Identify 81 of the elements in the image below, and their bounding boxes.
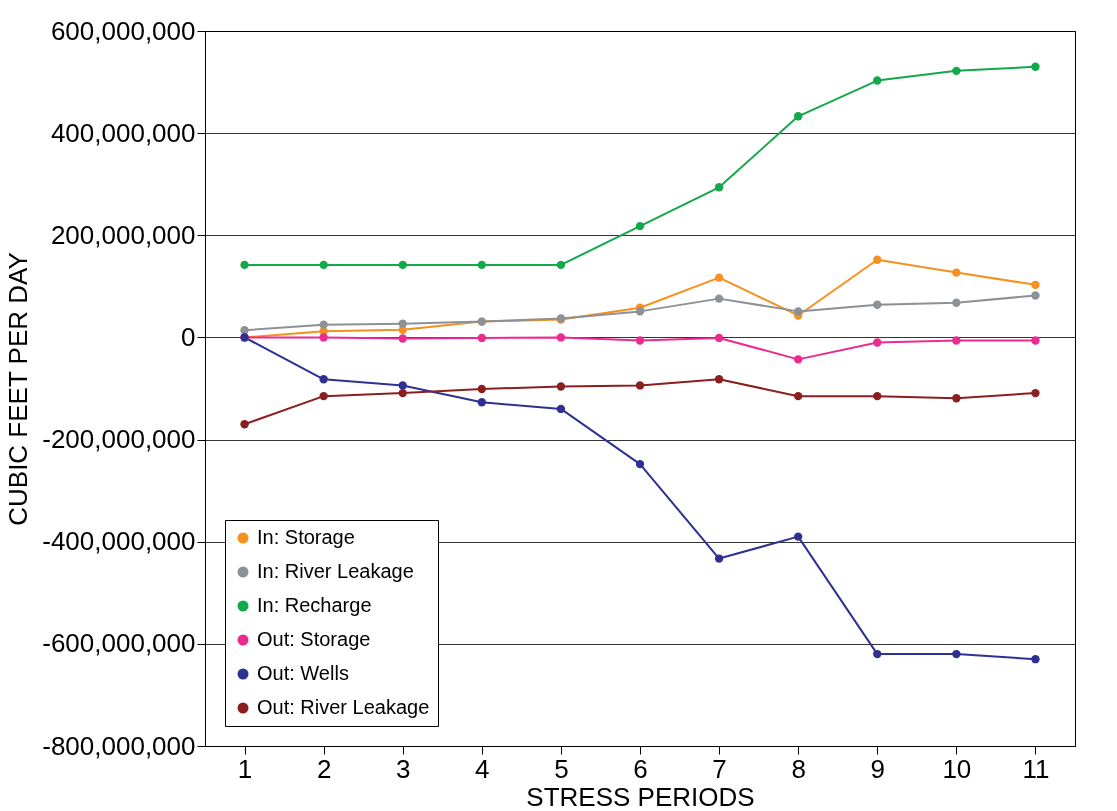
y-tick-label: 400,000,000 (50, 117, 196, 148)
legend-label: In: River Leakage (257, 560, 414, 582)
point (398, 334, 407, 343)
point (1031, 388, 1040, 398)
point (714, 183, 724, 192)
point (398, 260, 407, 270)
x-tick-label: 9 (870, 753, 886, 784)
point (952, 336, 961, 345)
point (240, 260, 249, 270)
point (794, 391, 803, 401)
point (556, 260, 566, 270)
point (952, 394, 961, 403)
point (714, 554, 724, 563)
point (952, 298, 961, 307)
point (319, 333, 328, 342)
point (873, 391, 882, 401)
legend-label: Out: River Leakage (257, 696, 430, 718)
legend-label: In: Storage (257, 526, 355, 548)
y-tick-label: 600,000,000 (50, 15, 196, 46)
y-tick-label: -800,000,000 (42, 730, 196, 761)
x-tick-label: 7 (712, 753, 727, 784)
x-tick-label: 5 (554, 753, 569, 784)
x-tick-label: 2 (316, 753, 332, 784)
point (1031, 655, 1040, 664)
point (240, 420, 249, 429)
point (873, 300, 882, 309)
point (477, 260, 486, 270)
point (398, 381, 407, 390)
point (319, 260, 328, 270)
point (477, 333, 486, 343)
point (635, 459, 645, 469)
point (1031, 62, 1040, 71)
point (635, 381, 645, 390)
point (794, 307, 803, 316)
point (952, 649, 961, 659)
point (635, 307, 645, 316)
x-tick-label: 11 (1022, 753, 1050, 784)
y-tick-label: -200,000,000 (42, 424, 196, 455)
point (873, 255, 882, 264)
legend-label: Out: Storage (257, 628, 371, 650)
point (1031, 280, 1040, 289)
legend-label: Out: Wells (257, 662, 349, 684)
x-axis-title: STRESS PERIODS (526, 781, 755, 811)
y-tick-label: -400,000,000 (42, 526, 196, 557)
point (952, 268, 961, 277)
point (794, 112, 803, 121)
point (635, 336, 645, 345)
point (398, 388, 407, 398)
point (556, 404, 566, 414)
point (398, 319, 407, 328)
point (477, 384, 486, 394)
point (319, 375, 328, 384)
point (873, 338, 882, 347)
point (556, 382, 566, 391)
x-tick-label: 6 (633, 753, 648, 784)
y-tick-label: -600,000,000 (42, 628, 196, 659)
y-tick-label: 0 (181, 321, 196, 352)
point (714, 273, 724, 282)
x-tick-label: 4 (475, 753, 490, 784)
point (714, 294, 724, 303)
point (794, 532, 803, 541)
point (1031, 336, 1040, 345)
y-tick-label: 200,000,000 (50, 219, 196, 250)
x-tick-label: 8 (791, 753, 806, 784)
y-axis-title: CUBIC FEET PER DAY (3, 252, 34, 526)
x-tick-label: 10 (942, 753, 972, 784)
point (952, 66, 961, 76)
point (635, 221, 645, 231)
point (319, 320, 328, 329)
point (477, 398, 486, 407)
point (714, 333, 724, 343)
x-tick-label: 1 (237, 753, 253, 784)
legend-label: In: Recharge (257, 594, 372, 616)
point (873, 649, 882, 659)
point (714, 375, 724, 384)
point (319, 391, 328, 401)
x-tick-label: 3 (395, 753, 411, 784)
point (556, 333, 566, 342)
point (794, 355, 803, 364)
point (873, 76, 882, 85)
point (1031, 291, 1040, 300)
